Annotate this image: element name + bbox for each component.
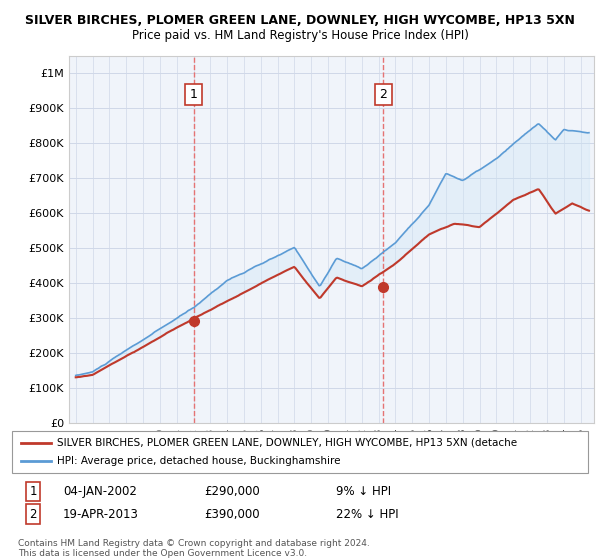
Text: 04-JAN-2002: 04-JAN-2002 [63,485,137,498]
Text: SILVER BIRCHES, PLOMER GREEN LANE, DOWNLEY, HIGH WYCOMBE, HP13 5XN (detache: SILVER BIRCHES, PLOMER GREEN LANE, DOWNL… [57,438,517,448]
Text: 2: 2 [29,507,37,521]
Text: 19-APR-2013: 19-APR-2013 [63,507,139,521]
Text: £390,000: £390,000 [204,507,260,521]
Text: 22% ↓ HPI: 22% ↓ HPI [336,507,398,521]
Text: Price paid vs. HM Land Registry's House Price Index (HPI): Price paid vs. HM Land Registry's House … [131,29,469,42]
Text: 9% ↓ HPI: 9% ↓ HPI [336,485,391,498]
Text: 2: 2 [380,88,388,101]
Text: HPI: Average price, detached house, Buckinghamshire: HPI: Average price, detached house, Buck… [57,456,341,466]
Text: 1: 1 [190,88,197,101]
Text: 1: 1 [29,485,37,498]
Text: SILVER BIRCHES, PLOMER GREEN LANE, DOWNLEY, HIGH WYCOMBE, HP13 5XN: SILVER BIRCHES, PLOMER GREEN LANE, DOWNL… [25,14,575,27]
Text: Contains HM Land Registry data © Crown copyright and database right 2024.
This d: Contains HM Land Registry data © Crown c… [18,539,370,558]
Text: £290,000: £290,000 [204,485,260,498]
